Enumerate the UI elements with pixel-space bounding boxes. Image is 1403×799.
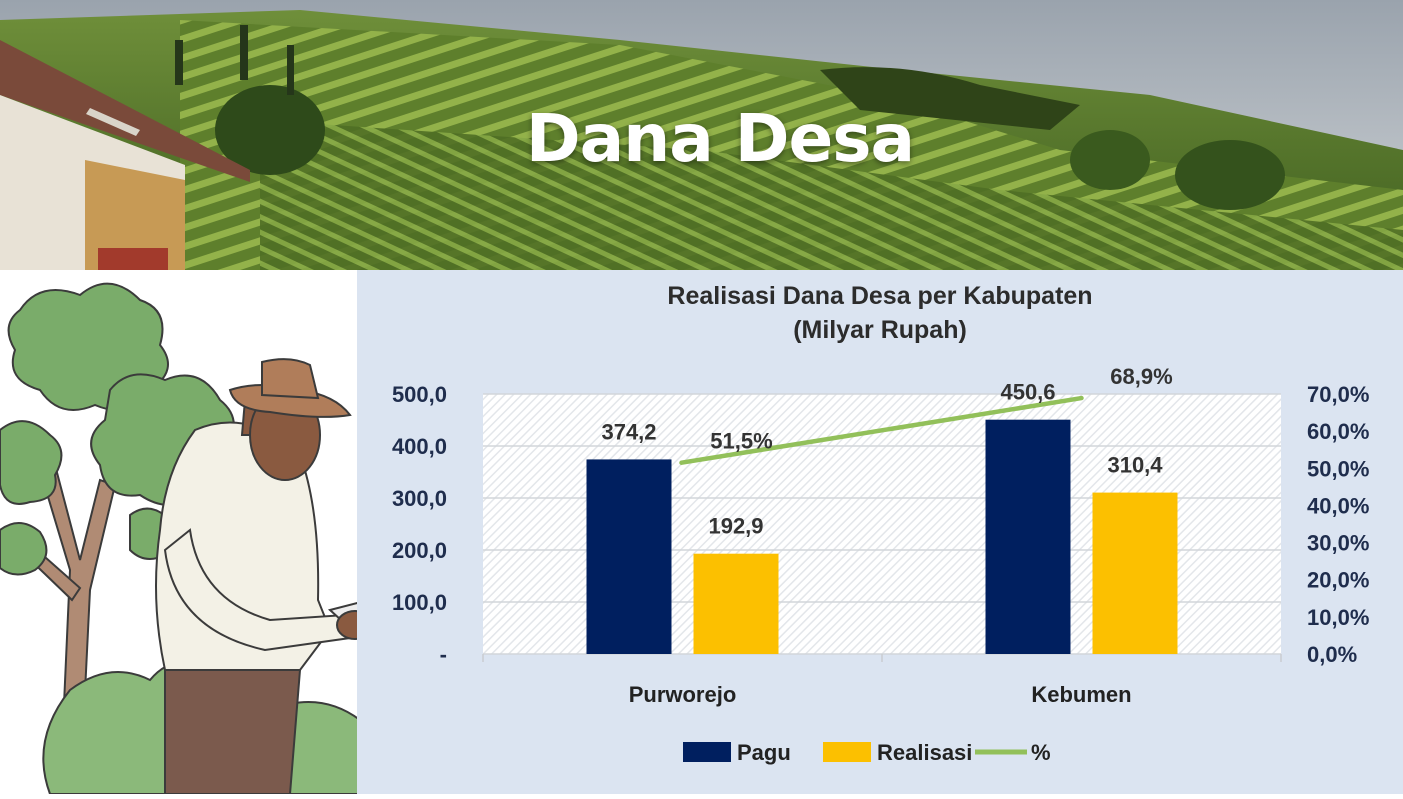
farmer-illustration <box>0 270 423 795</box>
bar-realisasi-kebumen <box>1092 492 1178 654</box>
y-left-tick-label: 300,0 <box>392 486 447 511</box>
chart-title: Realisasi Dana Desa per Kabupaten <box>667 282 1093 310</box>
category-label: Kebumen <box>1031 682 1131 707</box>
data-label: 192,9 <box>708 514 763 539</box>
chart-subtitle: (Milyar Rupah) <box>793 316 967 344</box>
y-left-tick-label: 100,0 <box>392 590 447 615</box>
legend-label: Pagu <box>737 740 791 765</box>
legend-label: Realisasi <box>877 740 972 765</box>
chart-panel: Realisasi Dana Desa per Kabupaten (Milya… <box>357 270 1403 794</box>
y-right-tick-label: 70,0% <box>1307 382 1369 407</box>
legend-swatch-pagu <box>683 742 731 762</box>
data-label: 374,2 <box>601 419 656 444</box>
data-label: 310,4 <box>1107 453 1163 478</box>
bar-pagu-kebumen <box>985 419 1071 654</box>
y-left-tick-label: 500,0 <box>392 382 447 407</box>
y-right-tick-label: 40,0% <box>1307 493 1369 518</box>
y-right-tick-label: 0,0% <box>1307 642 1357 667</box>
banner-photo <box>0 0 1403 270</box>
y-right-tick-label: 50,0% <box>1307 456 1369 481</box>
bar-realisasi-purworejo <box>693 553 779 654</box>
legend-label: % <box>1031 740 1051 765</box>
page-title: Dana Desa <box>525 100 915 177</box>
legend-swatch-realisasi <box>823 742 871 762</box>
percent-data-label: 51,5% <box>710 429 772 454</box>
y-left-tick-label: 200,0 <box>392 538 447 563</box>
y-left-tick-label: 400,0 <box>392 434 447 459</box>
bar-pagu-purworejo <box>586 459 672 654</box>
percent-data-label: 68,9% <box>1110 364 1172 389</box>
y-right-tick-label: 60,0% <box>1307 419 1369 444</box>
data-label: 450,6 <box>1000 380 1055 405</box>
category-label: Purworejo <box>629 682 737 707</box>
chart-svg: - 100,0 200,0 300,0 400,0 500,0 0,0% 10,0% 20,0… <box>392 364 1369 765</box>
y-left-tick-label: - <box>440 642 447 667</box>
y-right-tick-label: 30,0% <box>1307 531 1369 556</box>
percent-line <box>679 395 1084 465</box>
y-right-tick-label: 20,0% <box>1307 568 1369 593</box>
y-right-tick-label: 10,0% <box>1307 605 1369 630</box>
